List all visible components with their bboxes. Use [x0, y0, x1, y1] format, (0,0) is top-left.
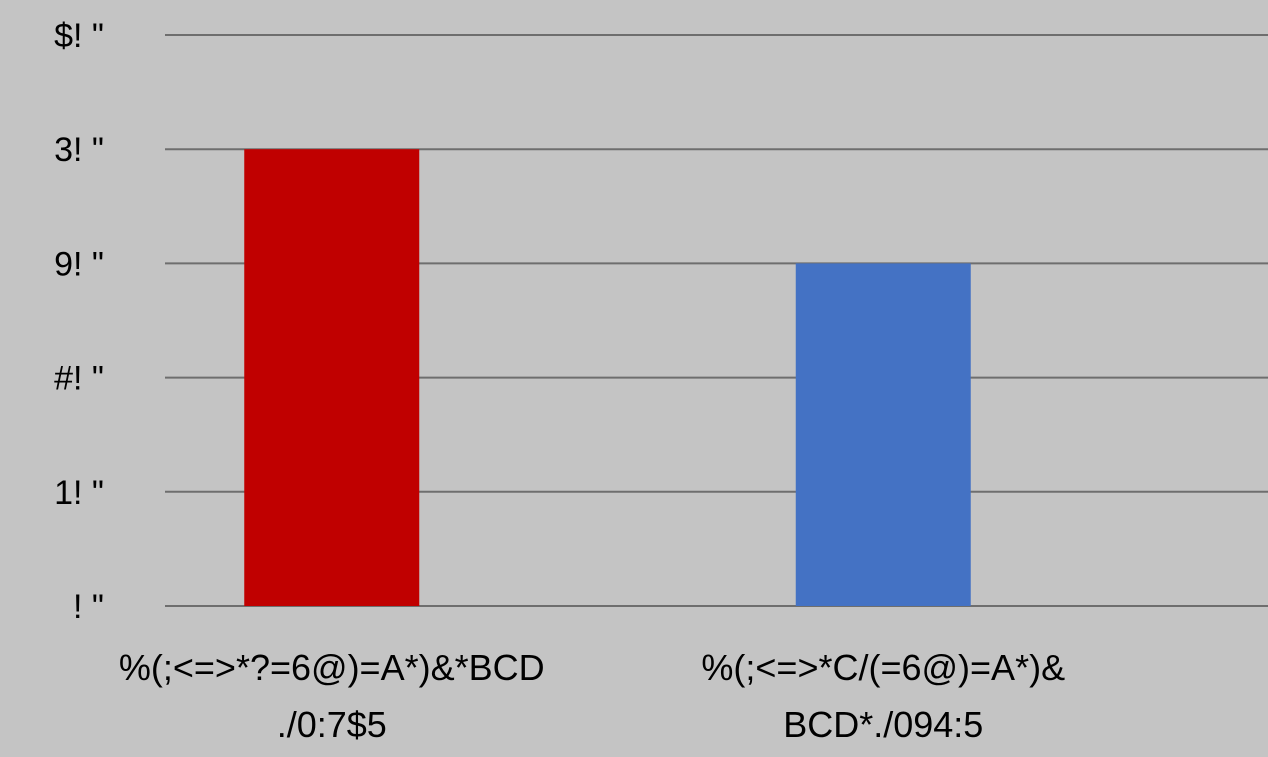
y-axis-ticks: ! " 1! " #! " 9! " 3! " $! " [54, 17, 104, 626]
y-tick-label: 9! " [54, 245, 104, 283]
bar [795, 263, 971, 606]
x-category-label: %(;<=>*?=6@)=A*)&*BCD ./0:7$5 [119, 647, 545, 745]
x-axis-labels: %(;<=>*?=6@)=A*)&*BCD ./0:7$5 %(;<=>*C/(=6… [119, 647, 1065, 745]
y-tick-label: 3! " [54, 131, 104, 169]
y-tick-label: 1! " [54, 474, 104, 512]
x-category-label: %(;<=>*C/(=6@)=A*)& BCD*./094:5 [701, 647, 1065, 745]
y-tick-label: ! " [73, 588, 104, 626]
y-tick-label: #! " [54, 360, 104, 398]
bar [244, 149, 420, 606]
bars [244, 149, 971, 606]
y-tick-label: $! " [54, 17, 104, 55]
